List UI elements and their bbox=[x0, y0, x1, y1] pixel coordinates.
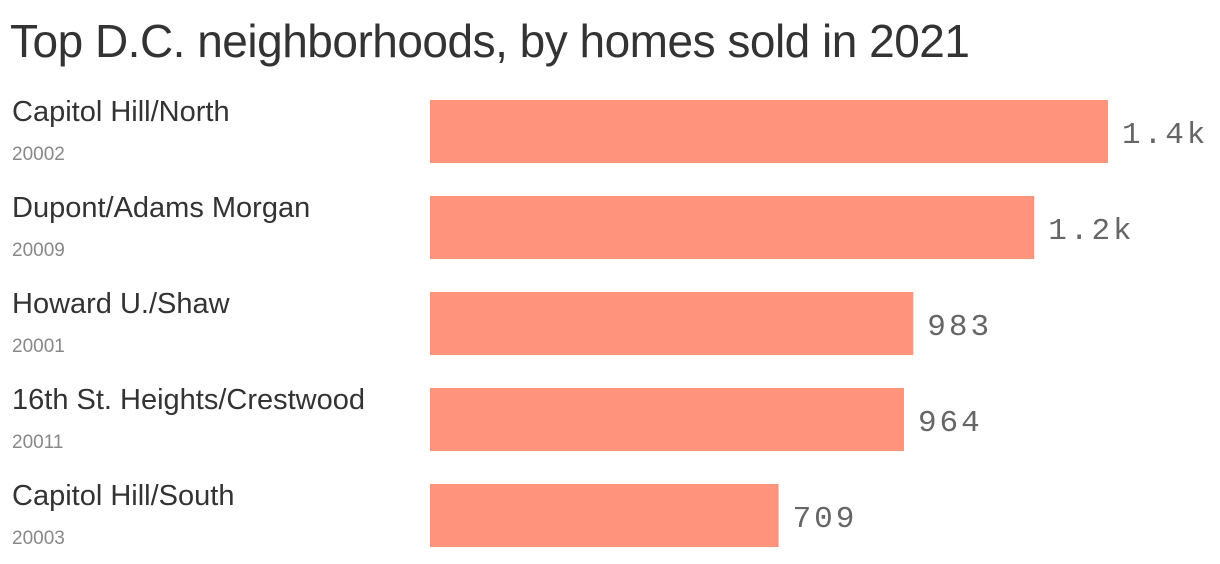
category-label: 16th St. Heights/Crestwood bbox=[12, 384, 365, 416]
category-label: Capitol Hill/South bbox=[12, 480, 234, 512]
bar bbox=[430, 388, 904, 451]
category-label: Howard U./Shaw bbox=[12, 288, 231, 320]
data-label: 1.2k bbox=[1048, 214, 1134, 249]
data-label: 964 bbox=[918, 406, 983, 441]
bar bbox=[430, 484, 779, 547]
bar bbox=[430, 292, 914, 355]
bar bbox=[430, 100, 1108, 163]
zip-code-label: 20002 bbox=[12, 144, 65, 165]
chart-title: Top D.C. neighborhoods, by homes sold in… bbox=[10, 15, 970, 67]
data-label: 983 bbox=[927, 310, 992, 345]
zip-code-label: 20011 bbox=[12, 432, 63, 453]
bar bbox=[430, 196, 1035, 259]
zip-code-label: 20009 bbox=[12, 240, 65, 261]
zip-code-label: 20001 bbox=[12, 336, 65, 357]
zip-code-label: 20003 bbox=[12, 528, 65, 549]
data-label: 1.4k bbox=[1122, 118, 1208, 153]
category-label: Dupont/Adams Morgan bbox=[12, 192, 310, 224]
category-label: Capitol Hill/North bbox=[12, 96, 230, 128]
data-label: 709 bbox=[793, 502, 858, 537]
